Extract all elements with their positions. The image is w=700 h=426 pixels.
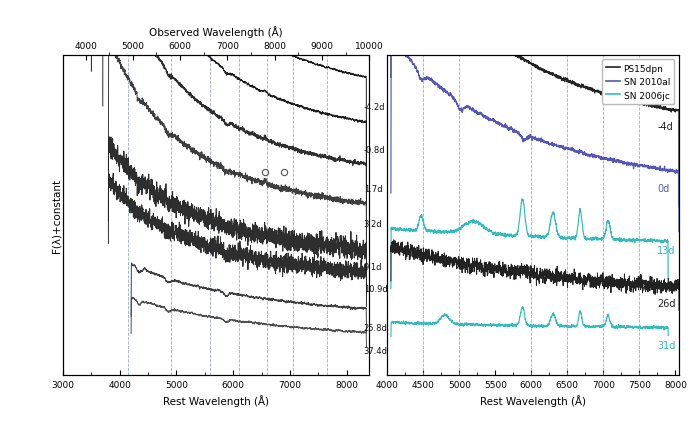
- X-axis label: Rest Wavelength (Å): Rest Wavelength (Å): [163, 394, 270, 406]
- Text: 13d: 13d: [657, 246, 676, 256]
- Text: 0d: 0d: [657, 184, 670, 194]
- Text: 37.4d: 37.4d: [363, 346, 388, 355]
- Legend: PS15dpn, SN 2010al, SN 2006jc: PS15dpn, SN 2010al, SN 2006jc: [602, 60, 675, 105]
- Text: 9.1d: 9.1d: [363, 263, 382, 272]
- Text: 26d: 26d: [657, 299, 676, 308]
- Text: 3.2d: 3.2d: [363, 220, 382, 229]
- Text: 25.8d: 25.8d: [363, 323, 388, 332]
- X-axis label: Rest Wavelength (Å): Rest Wavelength (Å): [480, 394, 586, 406]
- Text: 10.9d: 10.9d: [363, 285, 387, 294]
- Y-axis label: F(λ)+constant: F(λ)+constant: [52, 178, 62, 252]
- Text: -4.2d: -4.2d: [363, 103, 385, 112]
- Text: -4d: -4d: [657, 122, 673, 132]
- Text: 31d: 31d: [657, 340, 676, 351]
- Text: 1.7d: 1.7d: [363, 184, 382, 193]
- Text: -0.8d: -0.8d: [363, 146, 385, 155]
- X-axis label: Observed Wavelength (Å): Observed Wavelength (Å): [149, 26, 283, 38]
